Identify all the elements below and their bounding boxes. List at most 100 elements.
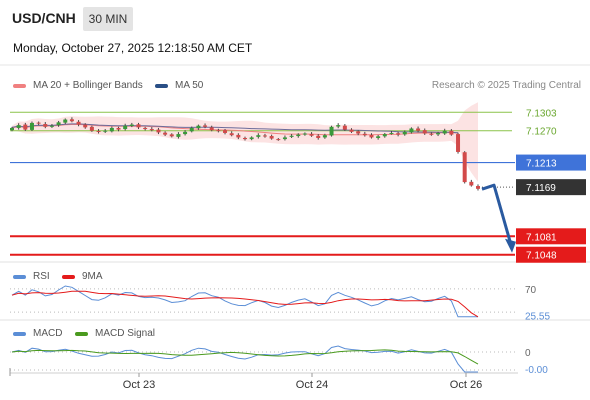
candle-body [469, 181, 474, 186]
forecast-arrow-line [481, 183, 513, 246]
candle-body [329, 126, 334, 136]
candle-body [156, 129, 161, 133]
candle-body [282, 137, 287, 140]
forecast-arrow [481, 183, 516, 253]
candle-body [196, 125, 201, 129]
candle-body [29, 122, 34, 130]
price-level-labels: 7.1303 7.1270 7.1213 7.1169 7.1081 7.1048 [516, 108, 586, 263]
candle-body [396, 133, 401, 135]
candle-body [429, 133, 434, 135]
candle-body [256, 135, 261, 137]
candle-body [362, 133, 367, 136]
candle-body [462, 152, 467, 183]
ma20-swatch [13, 83, 26, 88]
candle-body [216, 130, 221, 132]
candles [10, 117, 480, 191]
rsi-9ma-label: 9MA [82, 271, 103, 282]
candle-body [302, 133, 307, 135]
legend-ma50: MA 50 [155, 80, 203, 91]
candle-body [103, 130, 108, 132]
candle-body [316, 135, 321, 138]
candle-body [442, 130, 447, 134]
candle-body [276, 139, 281, 141]
last-price-label: 7.1169 [526, 183, 556, 194]
candle-body [269, 136, 274, 139]
candle-body [309, 134, 314, 136]
candle-body [342, 125, 347, 130]
candle-body [336, 125, 341, 127]
legend-ma20: MA 20 + Bollinger Bands [13, 80, 143, 91]
macd-signal-label: MACD Signal [95, 328, 156, 339]
ma20-label: MA 20 + Bollinger Bands [33, 80, 143, 91]
candle-body [349, 129, 354, 132]
candle-body [289, 135, 294, 137]
candle-body [376, 136, 381, 138]
ma50-label: MA 50 [175, 80, 204, 91]
candle-body [149, 129, 154, 131]
candle-body [43, 124, 48, 127]
candle-body [369, 134, 374, 138]
timestamp: Monday, October 27, 2025 12:18:50 AM CET [13, 41, 253, 55]
candle-body [236, 134, 241, 138]
candle-body [23, 124, 28, 130]
candle-body [436, 132, 441, 135]
support-label: 7.1048 [526, 251, 557, 262]
x-tick-label: Oct 26 [450, 379, 482, 391]
candle-body [223, 130, 228, 133]
rsi-level-70-label: 70 [525, 285, 537, 296]
candle-body [416, 128, 421, 131]
candle-body [409, 128, 414, 133]
candle-body [203, 125, 208, 127]
rsi-label: RSI [33, 271, 50, 282]
x-tick-label: Oct 23 [123, 379, 155, 391]
rsi-9ma-line [11, 290, 479, 318]
ma50-line [11, 123, 459, 134]
candle-body [76, 121, 81, 125]
timeframe-button[interactable]: 30 MIN [83, 7, 133, 31]
candle-body [229, 133, 234, 136]
candle-body [243, 137, 247, 140]
candle-body [249, 137, 254, 140]
candle-body [123, 125, 128, 130]
macd-swatch [13, 331, 26, 336]
macd-label: MACD [33, 328, 63, 339]
rsi-swatch [13, 274, 26, 279]
candle-body [449, 130, 454, 135]
candle-body [176, 134, 181, 137]
legend-rsi: RSI [13, 271, 50, 282]
symbol-title: USD/CNH [12, 10, 76, 26]
rsi-last-value: 25.55 [525, 312, 550, 323]
pivot-label: 7.1213 [526, 159, 557, 170]
candle-body [169, 134, 174, 137]
candle-body [382, 134, 387, 137]
pivot-label-box [516, 154, 586, 171]
candle-body [36, 122, 41, 124]
candle-body [16, 125, 21, 128]
macd-panel: 0 -0.00 [10, 345, 548, 376]
candle-body [69, 119, 74, 122]
candle-body [109, 127, 114, 132]
candle-body [49, 125, 54, 127]
legend-rsi-9ma: 9MA [62, 271, 103, 282]
candle-body [63, 119, 68, 123]
candle-body [163, 132, 168, 135]
candle-body [456, 134, 461, 152]
rsi-line [11, 285, 478, 318]
candle-body [262, 135, 267, 137]
candle-body [143, 127, 148, 130]
candle-body [96, 131, 101, 133]
support-label-box [516, 228, 586, 245]
macd-last-value: -0.00 [525, 365, 548, 376]
candle-body [476, 186, 480, 189]
candle-body [89, 126, 94, 131]
forecast-arrow-head [505, 238, 516, 253]
candle-body [402, 131, 407, 135]
macd-signal-line [11, 349, 479, 365]
candle-body [83, 124, 88, 128]
support-label: 7.1081 [526, 232, 557, 243]
candle-body [116, 127, 121, 130]
last-price-label-box [516, 179, 586, 196]
rsi-9ma-swatch [62, 274, 75, 279]
candle-body [356, 131, 361, 134]
